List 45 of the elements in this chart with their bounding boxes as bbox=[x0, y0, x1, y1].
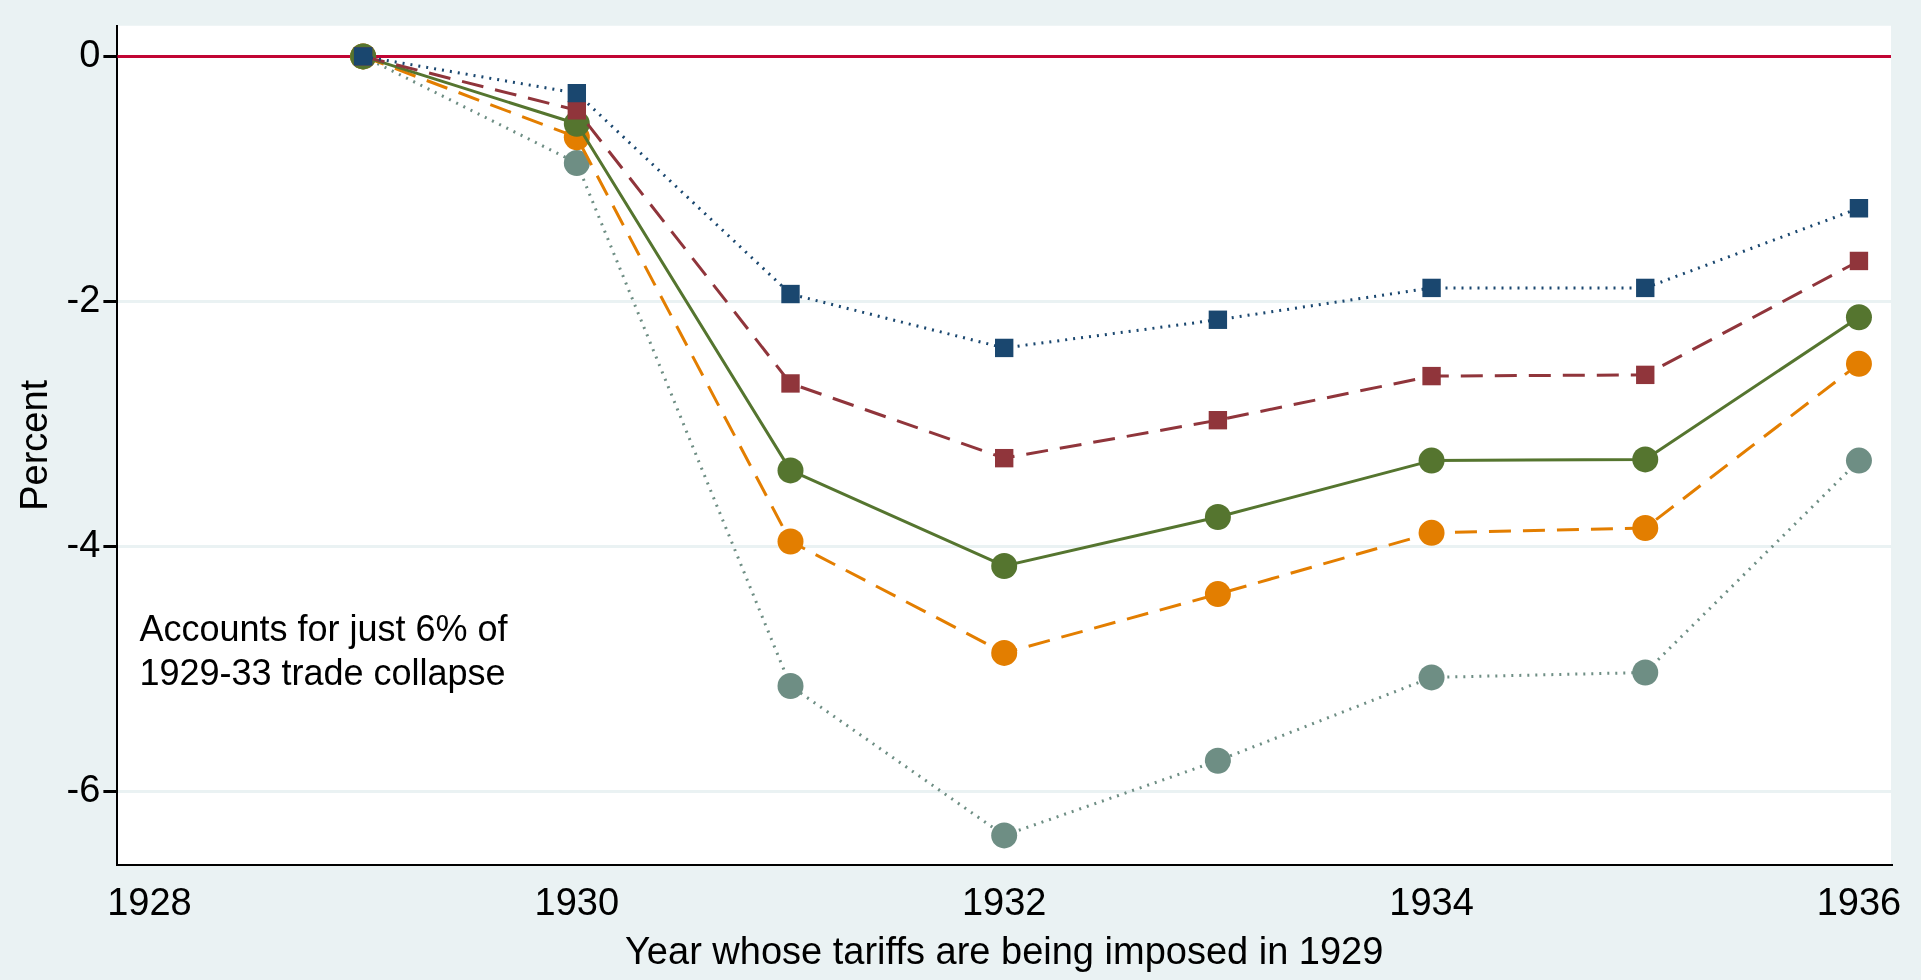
point bbox=[1204, 581, 1231, 608]
point bbox=[1849, 251, 1869, 271]
x-tick-label: 1928 bbox=[107, 881, 192, 924]
point bbox=[1636, 278, 1655, 298]
point bbox=[777, 528, 804, 555]
point bbox=[995, 448, 1014, 468]
point bbox=[1849, 199, 1869, 218]
annotation: Accounts for just 6% of 1929-33 trade collapse bbox=[139, 608, 509, 694]
point bbox=[563, 149, 590, 176]
x-tick-label: 1932 bbox=[961, 881, 1047, 924]
point bbox=[1422, 278, 1441, 298]
point bbox=[1204, 503, 1231, 530]
y-axis-title: Percent bbox=[13, 379, 56, 511]
x-tick-label: 1934 bbox=[1389, 881, 1474, 924]
point bbox=[777, 672, 804, 699]
y-tick-label: -6 bbox=[66, 767, 101, 810]
point bbox=[1418, 519, 1445, 546]
point bbox=[1636, 365, 1655, 385]
point bbox=[781, 284, 800, 304]
point bbox=[1418, 664, 1445, 691]
point bbox=[1632, 514, 1659, 541]
x-tick-label: 1936 bbox=[1816, 881, 1902, 924]
point bbox=[1204, 747, 1231, 774]
point bbox=[1845, 447, 1872, 474]
point bbox=[1632, 446, 1659, 473]
x-axis-title: Year whose tariffs are being imposed in 1929 bbox=[625, 929, 1384, 972]
point bbox=[1208, 411, 1228, 430]
point bbox=[567, 101, 587, 120]
point bbox=[1632, 659, 1659, 686]
point bbox=[991, 552, 1018, 579]
point bbox=[781, 374, 800, 393]
y-tick-label: 0 bbox=[79, 32, 101, 75]
point bbox=[991, 822, 1018, 849]
point bbox=[1418, 447, 1445, 474]
point bbox=[1208, 310, 1228, 329]
point bbox=[1422, 366, 1441, 386]
point bbox=[995, 338, 1014, 358]
y-tick-label: -2 bbox=[66, 277, 101, 320]
point bbox=[567, 83, 587, 103]
y-tick-label: -4 bbox=[66, 522, 101, 565]
point bbox=[1845, 304, 1872, 331]
point bbox=[1845, 350, 1872, 377]
point bbox=[777, 457, 804, 484]
point bbox=[991, 639, 1018, 666]
x-tick-label: 1930 bbox=[534, 881, 620, 924]
